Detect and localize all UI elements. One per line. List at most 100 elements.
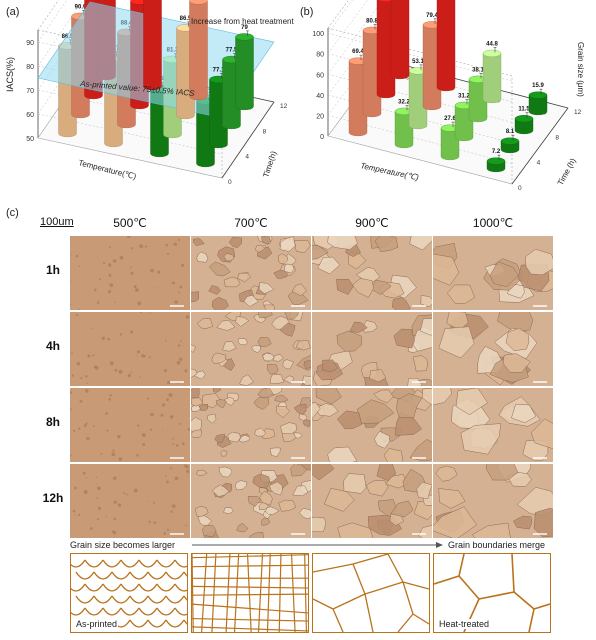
tile-scale-bar [533, 533, 547, 535]
texture-speck [163, 532, 166, 535]
micrograph-tile [70, 464, 190, 538]
texture-speck [172, 281, 176, 285]
texture-speck [119, 333, 123, 336]
texture-speck [135, 288, 139, 292]
bar-top [377, 0, 395, 3]
texture-speck [108, 246, 111, 249]
melt-pool-boundary [120, 583, 140, 592]
melt-pool-boundary [129, 619, 149, 628]
chart-b-bars: 69.4 80.8 32.293.4 53.1 27.6 101.5 79.4 31.2 7.2… [348, 0, 548, 173]
schematic-left-label: As-printed [75, 619, 119, 629]
data-label: 44.8 [486, 41, 498, 47]
schematic-heat-treated: Heat-treated [433, 553, 551, 633]
chart-b-xlabel: Temperature(℃) [360, 161, 420, 182]
grain [202, 524, 217, 538]
texture-speck [97, 486, 101, 491]
texture-speck [75, 254, 79, 258]
texture-speck [185, 315, 190, 319]
texture-speck [85, 422, 88, 425]
grain [416, 481, 432, 500]
grain-boundary [352, 553, 389, 565]
grain [438, 488, 466, 509]
texture-speck [77, 513, 81, 517]
texture-speck [114, 301, 116, 303]
grain [235, 480, 248, 491]
grain [336, 330, 362, 352]
grain [374, 236, 399, 252]
grain [395, 411, 422, 436]
grain-boundary [352, 563, 366, 595]
bar-500-12h: 79 [235, 25, 254, 111]
texture-speck [176, 360, 181, 365]
caption-grain-size: Grain size becomes larger [70, 540, 176, 550]
micrograph-tile [70, 388, 190, 462]
grain [337, 410, 363, 430]
grain [196, 251, 209, 263]
y-tick-label: 60 [26, 112, 34, 119]
grain [433, 506, 478, 538]
texture-speck [113, 476, 117, 480]
grain [211, 297, 229, 310]
texture-speck [137, 301, 142, 306]
texture-speck [109, 361, 114, 366]
grain [261, 517, 271, 526]
melt-pool-boundary [165, 595, 185, 604]
grain [433, 253, 460, 286]
grain [300, 464, 311, 471]
grain-boundary [290, 553, 296, 633]
texture-speck [86, 382, 88, 384]
grain [258, 312, 273, 319]
melt-pool-boundary [84, 559, 104, 568]
texture-speck [177, 344, 181, 347]
bar-body [528, 94, 548, 116]
melt-pool-boundary [147, 619, 167, 628]
grain [513, 515, 533, 530]
texture-speck [85, 476, 88, 479]
micrograph-tile [312, 388, 432, 462]
grain-boundary [191, 626, 309, 632]
grain [237, 338, 248, 346]
z-tick-label: 8 [263, 128, 267, 135]
grain [369, 369, 387, 383]
grain [235, 316, 250, 327]
schematic-fine-grains [191, 553, 309, 633]
texture-speck [185, 524, 187, 527]
grid-line [37, 0, 84, 67]
grain [265, 506, 280, 515]
grain-boundary [312, 598, 334, 610]
schematic-as-printed: As-printed [66, 553, 203, 633]
texture-speck [78, 427, 81, 430]
bar-700-1h: 27.6 [440, 116, 460, 161]
texture-speck [133, 285, 137, 289]
grain [243, 294, 259, 307]
grid-line [37, 137, 223, 179]
texture-speck [180, 340, 182, 342]
texture-speck [79, 399, 83, 403]
texture-speck [171, 504, 176, 508]
texture-speck [150, 268, 154, 273]
texture-speck [162, 403, 166, 407]
micrograph-background [70, 312, 190, 386]
grain [255, 244, 266, 253]
texture-speck [84, 374, 88, 378]
texture-speck [178, 357, 183, 362]
bar-500-12h: 15.9 [528, 83, 548, 116]
texture-speck [178, 291, 180, 294]
texture-speck [96, 517, 100, 521]
grain [223, 397, 235, 406]
texture-speck [76, 361, 81, 366]
texture-speck [178, 239, 181, 242]
grain [446, 284, 476, 304]
grain [199, 403, 209, 411]
texture-speck [119, 255, 124, 260]
texture-speck [136, 454, 139, 457]
melt-pool-boundary [120, 607, 140, 616]
data-label: 31.2 [458, 93, 470, 99]
grain-boundary [191, 585, 309, 589]
melt-pool-boundary [156, 559, 176, 568]
texture-speck [162, 429, 164, 432]
texture-speck [80, 376, 83, 380]
texture-speck [107, 337, 111, 341]
grain [455, 388, 489, 415]
progress-arrow [192, 542, 443, 548]
